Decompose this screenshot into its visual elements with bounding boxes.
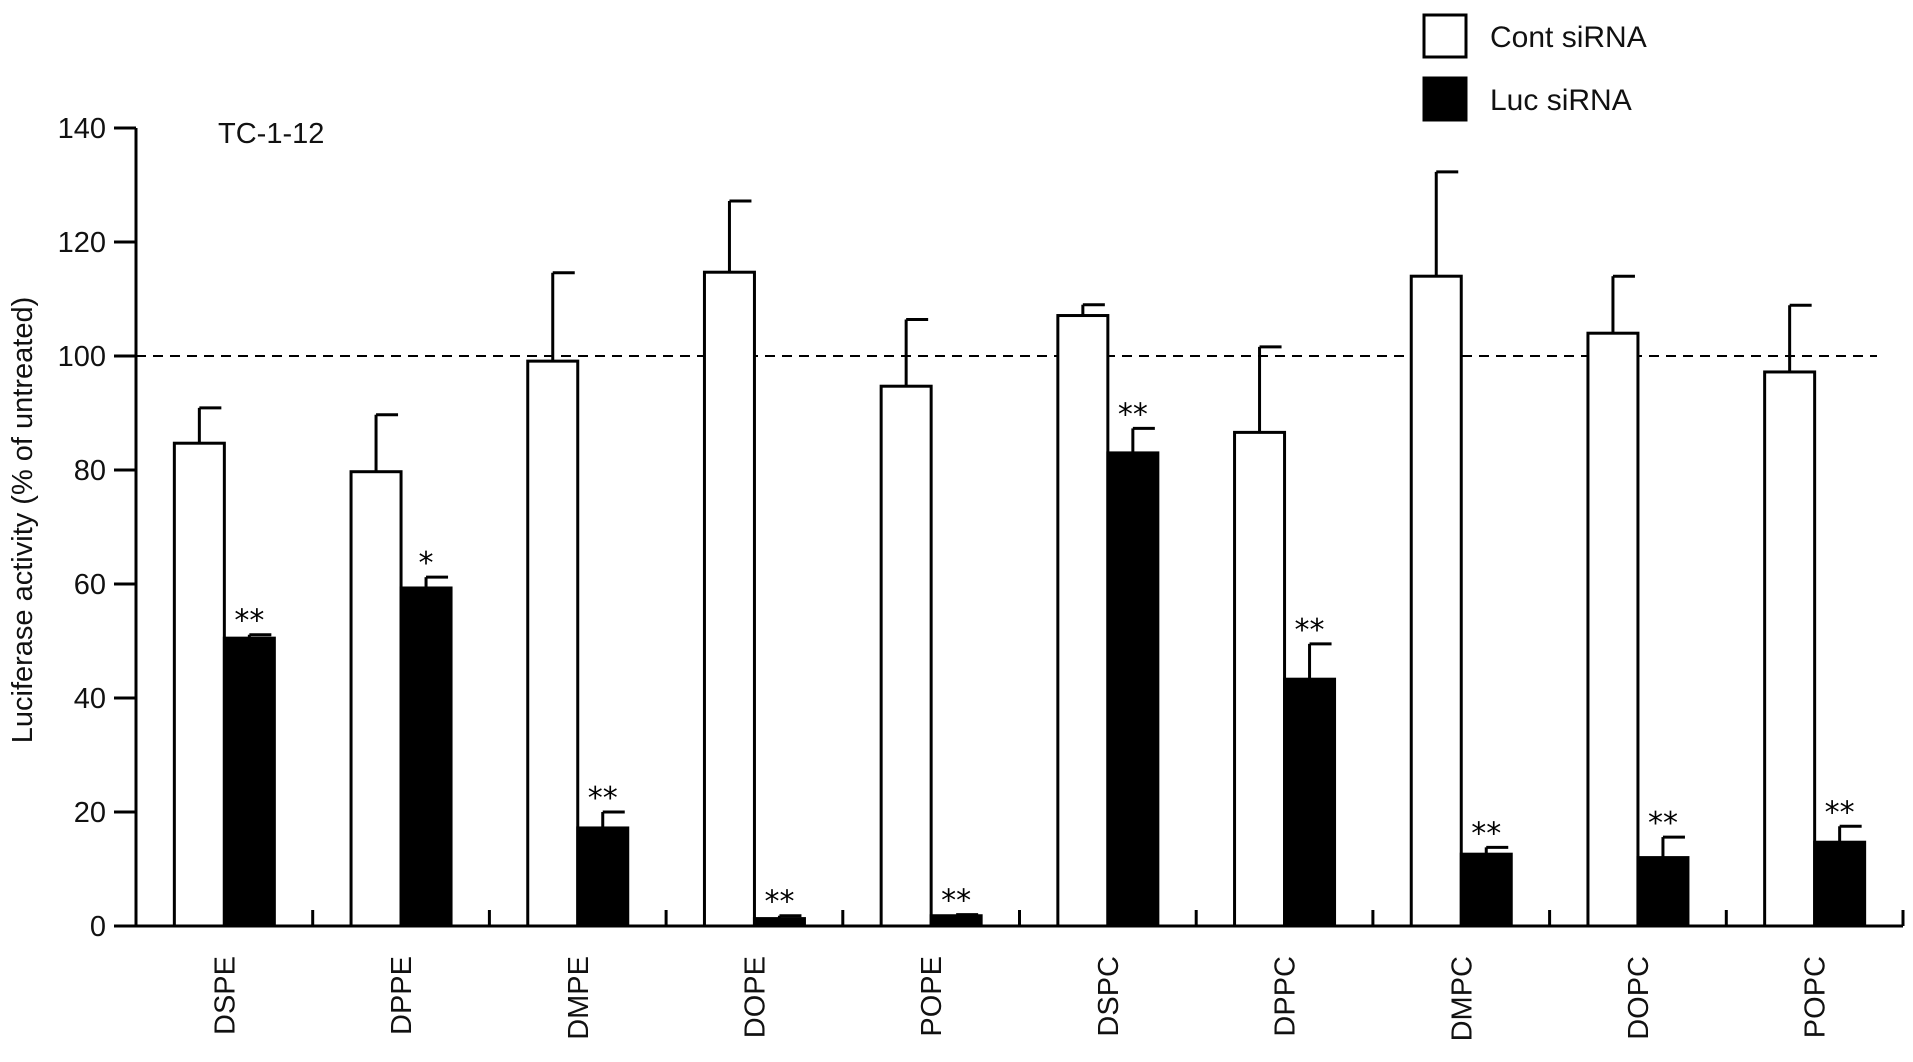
significance-marker-dspc: ** [1118,397,1148,432]
x-tick-label-popc: POPC [1800,956,1832,1038]
x-tick-label-dmpe: DMPE [563,956,595,1040]
significance-markers: ******* ******** ** ** [234,397,1854,919]
legend-label-luc-sirna: Luc siRNA [1490,84,1632,117]
significance-marker-dppc: ** [1295,613,1325,648]
x-tick-label-dopc: DOPC [1623,956,1655,1040]
bar-luc-sirna-dmpc [1459,852,1513,928]
y-tick-label: 20 [74,797,106,829]
y-tick-label: 80 [74,455,106,487]
x-tick-label-dppc: DPPC [1270,956,1302,1037]
bar-cont-sirna-dmpe [526,359,580,928]
significance-marker-dopc: ** [1648,806,1678,841]
x-tick-label-dope: DOPE [739,956,771,1038]
legend-label-cont-sirna: Cont siRNA [1490,21,1647,54]
x-tick-label-dmpc: DMPC [1446,956,1478,1041]
significance-marker-dspe: ** [234,604,264,639]
bar-cont-sirna-dspe [172,441,226,928]
bar-cont-sirna-dmpc [1409,274,1463,928]
bar-luc-sirna-dppc [1283,677,1337,928]
panel-label: TC-1-12 [218,118,324,150]
y-tick-label: 60 [74,569,106,601]
y-tick-label: 0 [90,911,106,943]
x-tick-labels: DSPE DPPE DMPE DOPE POPE DSPC DPPC DMPC DOPC POPC [209,956,1831,1041]
x-tick-label-dspc: DSPC [1093,956,1125,1037]
bar-luc-sirna-popc [1813,840,1867,928]
x-tick-label-dppe: DPPE [386,956,418,1035]
significance-marker-dmpe: ** [588,781,618,816]
legend-swatch-luc-sirna [1422,76,1468,122]
y-tick-label: 40 [74,683,106,715]
significance-marker-popc: ** [1825,795,1855,830]
bar-cont-sirna-popc [1763,370,1817,928]
y-tick-label: 140 [58,113,106,145]
significance-marker-dope: ** [764,885,794,920]
bar-luc-sirna-dppe [399,586,453,928]
bar-luc-sirna-dspe [222,636,276,928]
bar-cont-sirna-dppc [1233,430,1287,928]
significance-marker-dppe: * [419,546,434,581]
y-axis-title: Luciferase activity (% of untreated) [7,297,39,743]
bar-luc-sirna-dspc [1106,451,1160,928]
x-tick-label-pope: POPE [916,956,948,1037]
significance-marker-pope: ** [941,884,971,919]
bar-cont-sirna-dope [702,270,756,928]
bar-cont-sirna-pope [879,384,933,928]
bar-cont-sirna-dppe [349,470,403,928]
bar-luc-sirna-dopc [1636,856,1690,928]
error-bars [197,170,1862,919]
y-tick-label: 120 [58,227,106,259]
bar-cont-sirna-dopc [1586,331,1640,928]
legend-swatch-cont-sirna [1422,13,1468,59]
legend: Cont siRNA Luc siRNA [1422,13,1647,122]
bar-cont-sirna-dspc [1056,314,1110,928]
bars [172,270,1867,928]
bar-luc-sirna-dmpe [576,826,630,928]
y-tick-label: 100 [58,341,106,373]
x-tick-label-dspe: DSPE [209,956,241,1035]
y-tick-labels: 0 20 40 60 80 100 120 140 [58,113,106,943]
significance-marker-dmpc: ** [1471,816,1501,851]
